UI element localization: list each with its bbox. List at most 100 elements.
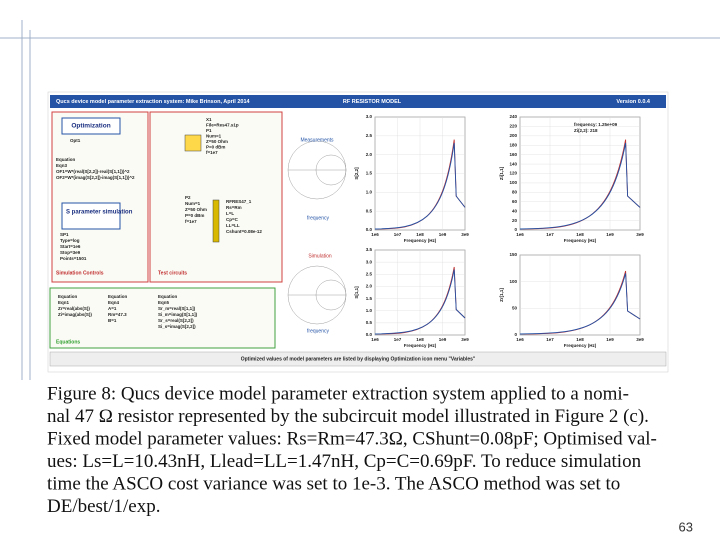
x-tick-label: 1e6 — [371, 232, 379, 237]
y-tick-label: 60 — [512, 199, 518, 204]
equation-line: B=1 — [108, 318, 117, 323]
x-tick-label: 3e9 — [461, 232, 469, 237]
plot-note: frequency: 1.25e+09 — [574, 122, 618, 127]
caption-line: Figure 8: Qucs device model parameter ex… — [47, 383, 629, 404]
x-tick-label: 3e9 — [636, 232, 644, 237]
caption-line: time the ASCO cost variance was set to 1… — [47, 473, 620, 494]
y-tick-label: 150 — [509, 252, 517, 257]
curve — [519, 273, 641, 335]
y-tick-label: 1.0 — [366, 190, 373, 195]
smith-label: Measurements — [300, 137, 334, 143]
y-tick-label: 2.5 — [366, 271, 373, 276]
header-center: RF RESISTOR MODEL — [343, 99, 402, 105]
y-tick-label: 3.0 — [366, 259, 373, 264]
footer-text: Optimized values of model parameters are… — [241, 356, 476, 362]
y-tick-label: 200 — [509, 133, 517, 138]
y-tick-label: 100 — [509, 180, 517, 185]
x-tick-label: 1e7 — [546, 337, 554, 342]
x-tick-label: 1e7 — [546, 232, 554, 237]
source-line: Z=50 Ohm — [185, 207, 207, 212]
x-axis-label: Frequency (Hz) — [404, 343, 437, 348]
x-tick-label: 1e8 — [416, 232, 424, 237]
controls-panel — [51, 111, 149, 283]
y-tick-label: 220 — [509, 124, 517, 129]
x-tick-label: 1e8 — [576, 232, 584, 237]
component — [212, 199, 220, 243]
equation-line: A=1 — [108, 306, 117, 311]
tests-panel — [149, 111, 283, 283]
y-tick-label: 180 — [509, 142, 517, 147]
panel-label: Equations — [56, 339, 80, 345]
source-line: Z=50 Ohm — [206, 139, 228, 144]
sp-title: S parameter simulation — [66, 210, 133, 216]
curve — [374, 269, 466, 335]
sp-line: Stop=3e9 — [60, 250, 81, 255]
smith-charts — [287, 140, 347, 325]
equation-line: OF2=W*(imag(S[2,2])-imag(S[1,1]))^2 — [56, 175, 135, 180]
source-line: f=1e7 — [206, 150, 218, 155]
x-axis-label: Frequency (Hz) — [564, 238, 597, 243]
curve — [519, 142, 641, 230]
model-line: LL=LL — [226, 223, 240, 228]
y-tick-label: 3.0 — [366, 114, 373, 119]
y-tick-label: 0.0 — [366, 227, 373, 232]
source-line: P2 — [185, 195, 191, 200]
eq-panel — [49, 287, 276, 349]
sp-line: Start=1e6 — [60, 244, 81, 249]
y-axis-label: S[2,2] — [354, 167, 359, 180]
y-axis-label: S[1,1] — [354, 286, 359, 299]
x-tick-label: 1e9 — [606, 337, 614, 342]
y-tick-label: 2.5 — [366, 133, 373, 138]
equation-line: Si_m=imag(S[1,1]) — [158, 312, 198, 317]
x-tick-label: 1e9 — [439, 337, 447, 342]
x-tick-label: 3e9 — [461, 337, 469, 342]
y-tick-label: 140 — [509, 161, 517, 166]
y-tick-label: 0.0 — [366, 332, 373, 337]
y-tick-label: 20 — [512, 218, 518, 223]
header-right: Version 0.0.4 — [616, 99, 651, 105]
model-line: RFRES47_1 — [226, 199, 252, 204]
equation-line: Zr=real(abs(S)) — [58, 306, 90, 311]
source-line: File=Res47.s1p — [206, 123, 239, 128]
curve — [374, 142, 466, 230]
footer-bar — [49, 351, 667, 367]
source-line: f=1e7 — [185, 219, 197, 224]
component — [184, 134, 202, 152]
source-line: Num=1 — [206, 134, 222, 139]
plot-note: Zi(2,2): 218 — [574, 128, 598, 133]
x-tick-label: 1e8 — [576, 337, 584, 342]
model-line: Cp=C — [226, 217, 239, 222]
opt-name: Opt1 — [70, 138, 81, 143]
y-tick-label: 1.0 — [366, 308, 373, 313]
source-line: P=0 dBm — [185, 213, 204, 218]
y-tick-label: 80 — [512, 190, 518, 195]
y-tick-label: 1.5 — [366, 296, 373, 301]
y-tick-label: 50 — [512, 306, 518, 311]
source-line: X1 — [206, 117, 212, 122]
y-tick-label: 120 — [509, 171, 517, 176]
opt-title: Optimization — [71, 123, 110, 130]
equation-line: Eqn5 — [158, 300, 169, 305]
equation-line: Rm=47.3 — [108, 312, 127, 317]
source-line: Num=1 — [185, 201, 201, 206]
equation-line: Equation — [58, 294, 77, 299]
equation-line: OF1=W*(real(S[2,2])-real(S[1,1]))^2 — [56, 169, 130, 174]
equation-line: Sr_s=real(S[2,2]) — [158, 318, 194, 323]
x-tick-label: 1e9 — [439, 232, 447, 237]
equation-line: Eqn4 — [108, 300, 119, 305]
y-tick-label: 160 — [509, 152, 517, 157]
equation-line: Si_s=imag(S[2,2]) — [158, 324, 196, 329]
page-number: 63 — [679, 519, 693, 534]
equation-line: Equation — [108, 294, 127, 299]
sp-line: Points=1501 — [60, 256, 87, 261]
y-axis-label: Zr[1,1] — [499, 288, 504, 302]
sp-line: SP1 — [60, 232, 69, 237]
x-tick-label: 1e7 — [394, 337, 402, 342]
smith-label: Simulation — [308, 253, 332, 259]
caption-line: Fixed model parameter values: Rs=Rm=47.3… — [47, 428, 657, 449]
x-tick-label: 1e6 — [516, 337, 524, 342]
model-line: Rs=Rm — [226, 205, 242, 210]
y-axis-label: Zi[1,1] — [499, 166, 504, 180]
x-tick-label: 1e7 — [394, 232, 402, 237]
